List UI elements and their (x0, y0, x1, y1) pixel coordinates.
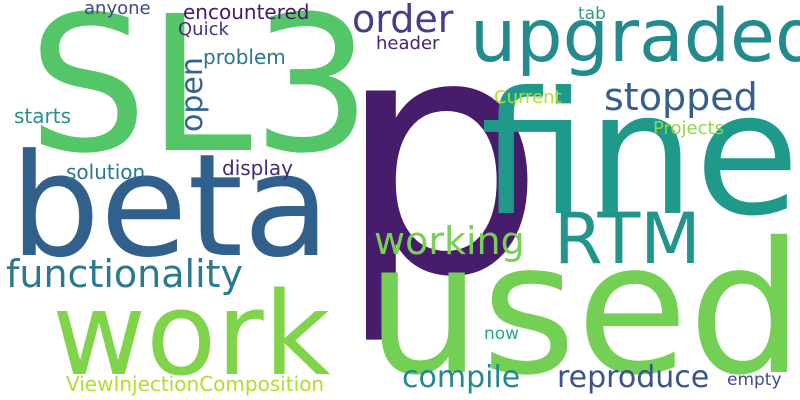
word-now: now (484, 324, 520, 344)
word-solution: solution (66, 160, 146, 184)
word-starts: starts (14, 104, 72, 128)
word-current: Current (494, 87, 562, 108)
word-upgraded: upgraded (470, 0, 800, 79)
word-encountered: encountered (183, 0, 310, 24)
word-viewinjectioncomposition: ViewInjectionComposition (66, 372, 325, 396)
word-work: work (52, 268, 331, 400)
word-functionality: functionality (6, 252, 244, 296)
word-stopped: stopped (604, 75, 758, 119)
word-anyone: anyone (84, 0, 151, 19)
word-rtm: RTM (554, 198, 701, 280)
word-sl3: SL3 (28, 0, 372, 195)
word-compile: compile (402, 360, 521, 395)
word-fine: fine (480, 56, 800, 254)
word-projects: Projects (653, 118, 724, 139)
word-display: display (222, 156, 294, 180)
word-used: used (366, 203, 800, 400)
word-problem: problem (203, 45, 286, 69)
word-header: header (376, 33, 440, 54)
word-reproduce: reproduce (557, 360, 710, 395)
word-empty: empty (727, 370, 782, 390)
word-p: p (336, 0, 546, 349)
word-quick: Quick (178, 19, 229, 40)
word-working: working (374, 219, 525, 263)
word-tab: tab (578, 4, 606, 24)
word-order: order (352, 0, 454, 41)
word-beta: beta (10, 124, 331, 289)
